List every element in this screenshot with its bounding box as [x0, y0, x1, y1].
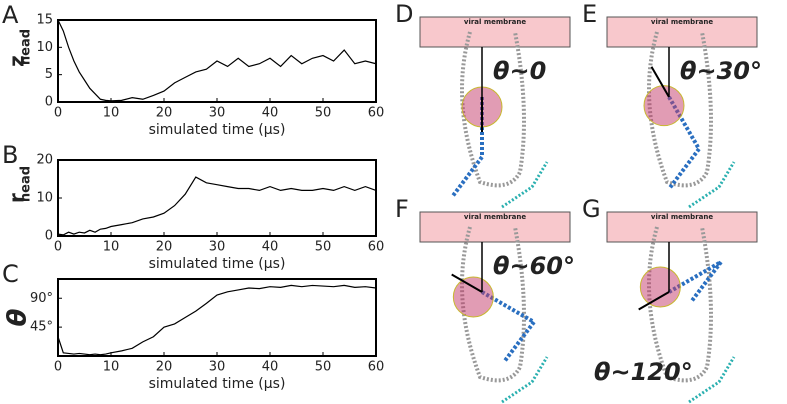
protein-tail: [501, 161, 549, 209]
y-tick-label: 5: [45, 67, 53, 82]
angle-label: θ~120°: [594, 358, 693, 386]
membrane: [606, 211, 758, 243]
x-tick-label: 0: [54, 240, 62, 255]
angle-label: θ~60°: [493, 252, 575, 280]
x-tick-label: 10: [103, 106, 120, 121]
y-tick-label: 15: [36, 13, 53, 28]
protein-helix: [668, 260, 723, 304]
x-tick-label: 20: [156, 360, 173, 375]
y-tick-label: 20: [36, 153, 53, 168]
panel-letter: F: [395, 195, 409, 223]
y-tick-label: 0: [45, 95, 53, 110]
x-tick-label: 40: [262, 106, 279, 121]
protein-stalk: [460, 31, 526, 188]
line-series: [57, 284, 377, 356]
membrane-label: viral membrane: [464, 18, 526, 26]
protein-tail: [688, 161, 736, 209]
x-tick-label: 50: [315, 360, 332, 375]
x-tick-label: 40: [262, 240, 279, 255]
protein-tail: [501, 356, 549, 404]
x-tick-label: 30: [209, 360, 226, 375]
y-tick-label: 0: [45, 229, 53, 244]
plot-frame: [57, 159, 377, 237]
line-series: [57, 176, 377, 236]
x-tick-label: 10: [103, 240, 120, 255]
panel-letter: D: [395, 0, 413, 28]
membrane-label: viral membrane: [651, 213, 713, 221]
x-tick-label: 60: [368, 106, 385, 121]
y-axis-label-subscript: head: [19, 166, 34, 202]
x-axis-label: simulated time (μs): [149, 376, 286, 392]
x-tick-label: 40: [262, 360, 279, 375]
panel-letter: A: [2, 1, 19, 29]
protein-helix: [481, 290, 537, 364]
plot-frame: [57, 278, 377, 357]
head-vector: [451, 273, 483, 293]
membrane: [419, 211, 571, 243]
y-tick-label: 45°: [30, 320, 53, 335]
x-tick-label: 60: [368, 240, 385, 255]
x-axis-label: simulated time (μs): [149, 256, 286, 272]
y-axis-label-subscript: head: [19, 29, 34, 65]
y-axis-label: r: [5, 193, 29, 203]
panel-letter: E: [582, 0, 597, 28]
x-tick-label: 20: [156, 106, 173, 121]
x-tick-label: 20: [156, 240, 173, 255]
angle-label: θ~30°: [680, 57, 762, 85]
x-tick-label: 30: [209, 106, 226, 121]
angle-label: θ~0: [493, 57, 546, 85]
x-tick-label: 0: [54, 360, 62, 375]
x-tick-label: 0: [54, 106, 62, 121]
membrane-label: viral membrane: [651, 18, 713, 26]
y-tick-label: 90°: [30, 291, 53, 306]
protein-head: [452, 276, 494, 318]
y-tick-label: 10: [36, 191, 53, 206]
x-tick-label: 60: [368, 360, 385, 375]
x-tick-label: 50: [315, 106, 332, 121]
protein-head: [639, 266, 681, 308]
panel-letter: C: [2, 260, 19, 288]
x-tick-label: 50: [315, 240, 332, 255]
x-tick-label: 30: [209, 240, 226, 255]
protein-head: [643, 85, 685, 127]
line-series: [57, 19, 377, 102]
head-vector: [650, 66, 670, 98]
y-axis-label: θ: [3, 308, 33, 326]
panel-letter: G: [582, 195, 601, 223]
x-axis-label: simulated time (μs): [149, 122, 286, 138]
head-vector: [638, 291, 670, 311]
membrane: [606, 16, 758, 48]
protein-tail: [688, 356, 736, 404]
panel-letter: B: [2, 141, 18, 169]
membrane: [419, 16, 571, 48]
membrane-label: viral membrane: [464, 213, 526, 221]
y-tick-label: 10: [36, 40, 53, 55]
y-axis-label: z: [5, 55, 29, 67]
x-tick-label: 10: [103, 360, 120, 375]
